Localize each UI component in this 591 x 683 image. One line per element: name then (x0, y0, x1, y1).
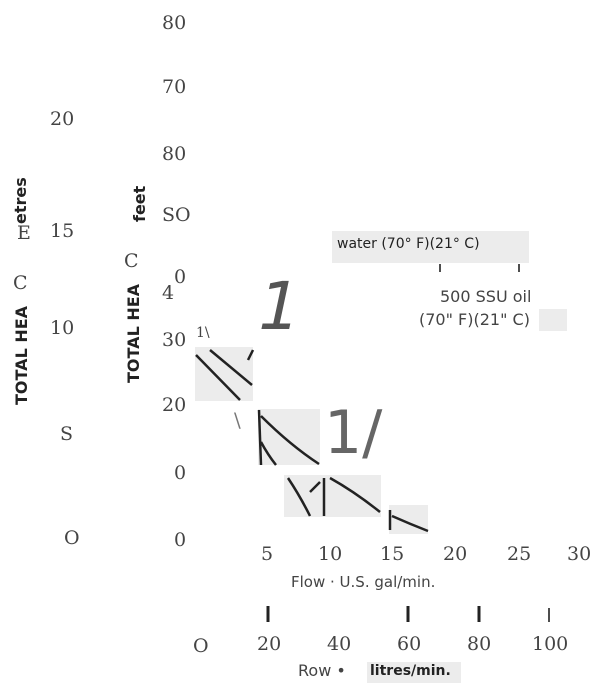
feet-tick-label: 80 (162, 143, 187, 165)
flow-metric-tick: O (193, 635, 209, 657)
series-line-segment (391, 514, 429, 533)
legend-oil-line2: (70" F)(21" C) (419, 310, 530, 329)
flow-us-tick: 5 (261, 543, 274, 565)
flow-us-tick: 15 (380, 543, 405, 565)
feet-tick-label: 4 (162, 282, 175, 304)
series-line-segment (309, 481, 321, 493)
artifact-mark: 1\ (196, 325, 210, 341)
feet-tick-label: SO (162, 204, 191, 226)
feet-tick-label: 70 (162, 76, 187, 98)
legend-oil-line1: 500 SSU oil (440, 287, 532, 306)
feet-tick-label: 20 (162, 394, 187, 416)
flow-metric-tick: 40 (327, 633, 352, 655)
flow-us-axis-label: Flow · U.S. gal/min. (291, 573, 436, 591)
flow-us-tick: 30 (567, 543, 591, 565)
series-line-segment (246, 349, 255, 361)
artifact-mark: 1/ (324, 398, 383, 468)
flow-metric-tick: 60 (397, 633, 422, 655)
flow-metric-tick: 100 (532, 633, 569, 655)
flow-metric-tick: 20 (257, 633, 282, 655)
legend-water: water (70° F)(21° C) (337, 236, 480, 252)
series-line-segment (259, 441, 277, 466)
feet-tick-label: 0 (174, 529, 187, 551)
feet-tick-label: 80 (162, 12, 187, 34)
flow-us-tick: 25 (507, 543, 532, 565)
flow-metric-axis-label-unit: litres/min. (370, 663, 451, 679)
series-line-segment (260, 415, 320, 466)
legend-patch-water (332, 231, 529, 263)
flow-us-tick: 10 (318, 543, 343, 565)
series-line-segment (329, 476, 381, 513)
metres-axis-letter-c: C (13, 272, 28, 294)
metres-tick-label: S (60, 423, 74, 445)
curve-patch (321, 475, 381, 517)
legend-patch-oil (539, 309, 567, 331)
metres-tick-label: 10 (50, 317, 75, 339)
metres-tick-label: 20 (50, 108, 75, 130)
metres-axis-letter-e: E (17, 222, 31, 244)
flow-metric-axis-label-prefix: Row • (298, 661, 346, 680)
series-line-segment (209, 349, 253, 386)
flow-us-tick: 20 (443, 543, 468, 565)
series-line-segment (195, 354, 241, 401)
flow-metric-tick: 80 (467, 633, 492, 655)
feet-tick-label: 30 (162, 329, 187, 351)
series-line-segment (257, 409, 263, 466)
feet-axis-letter-c: C (124, 250, 139, 272)
series-line-segment (286, 477, 312, 517)
metres-tick-label: O (64, 527, 80, 549)
metres-tick-label: 15 (50, 220, 75, 242)
unit-label-patch (367, 662, 461, 683)
feet-tick-label: 0 (174, 266, 187, 288)
curve-patch (195, 347, 253, 401)
artifact-mark: \ (234, 408, 241, 432)
feet-tick-label: 0 (174, 462, 187, 484)
